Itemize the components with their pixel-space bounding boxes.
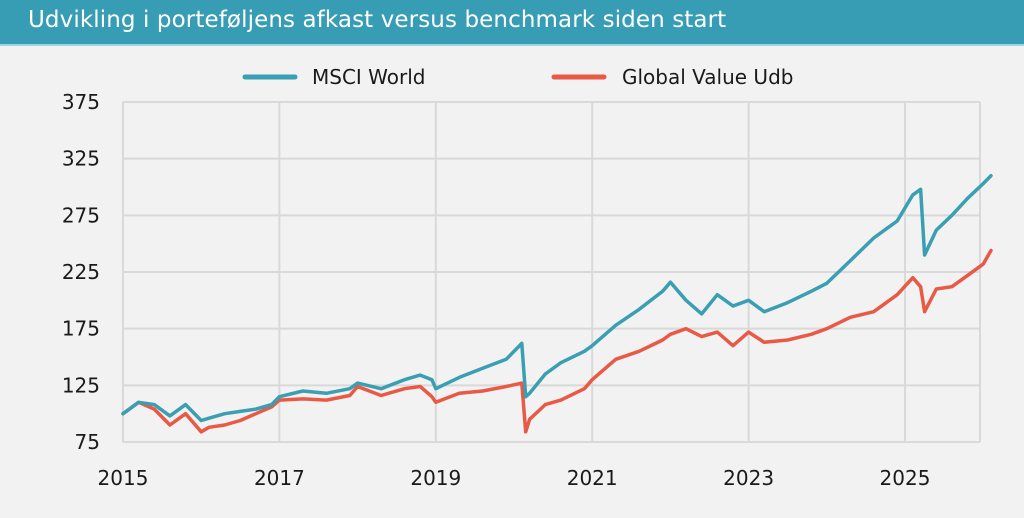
title-bar: Udvikling i porteføljens afkast versus b… [0,0,1024,46]
series-lines [121,173,993,434]
y-tick-label: 75 [75,430,100,454]
x-tick-label: 2023 [723,466,774,490]
x-tick-label: 2021 [567,466,618,490]
series-global-value-udb [121,248,993,434]
y-tick-label: 125 [62,373,100,397]
grid-lines [122,101,981,443]
y-tick-label: 175 [62,317,100,341]
chart-title: Udvikling i porteføljens afkast versus b… [28,7,727,33]
y-tick-label: 275 [62,203,100,227]
legend-label-msci: MSCI World [312,65,426,89]
x-axis-ticks: 2015 2017 2019 2021 2023 2025 [98,466,931,490]
series-msci-world [121,173,993,423]
y-tick-label: 375 [62,90,100,114]
y-tick-label: 325 [62,147,100,171]
y-axis-ticks: 75 125 175 225 275 325 375 [62,90,100,454]
legend-label-value: Global Value Udb [622,65,793,89]
x-tick-label: 2019 [410,466,461,490]
x-tick-label: 2025 [880,466,931,490]
x-tick-label: 2017 [254,466,305,490]
x-tick-label: 2015 [98,466,149,490]
legend: MSCI World Global Value Udb [242,65,793,89]
y-tick-label: 225 [62,260,100,284]
